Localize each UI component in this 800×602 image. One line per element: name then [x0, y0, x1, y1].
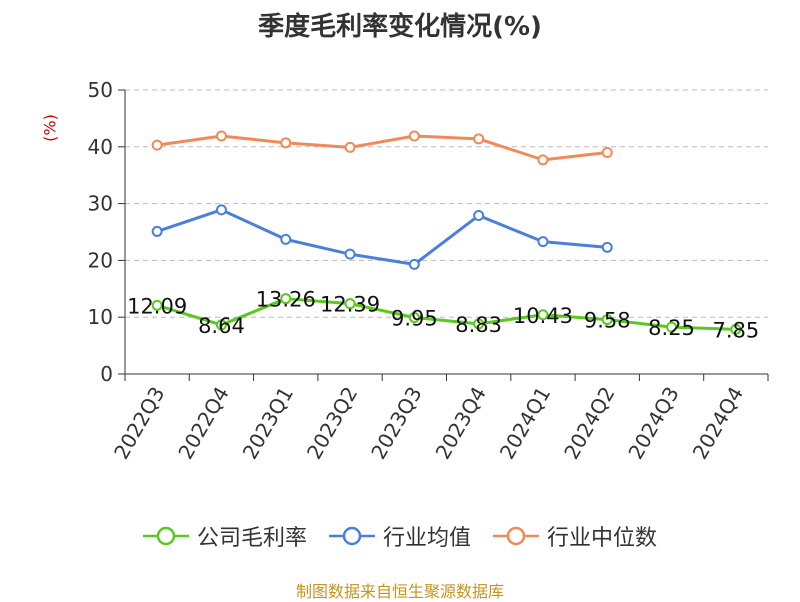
data-point	[280, 233, 292, 245]
data-point	[537, 236, 549, 248]
x-tick-label: 2022Q4	[173, 383, 233, 464]
data-point	[473, 318, 485, 330]
data-point	[537, 154, 549, 166]
data-label: 13.26	[256, 288, 316, 312]
data-point	[601, 241, 613, 253]
legend-item: 行业中位数	[493, 520, 657, 552]
data-label: 9.58	[584, 309, 631, 333]
data-point	[280, 293, 292, 305]
data-point	[215, 319, 227, 331]
data-point	[151, 299, 163, 311]
data-point	[473, 133, 485, 145]
data-point	[151, 139, 163, 151]
data-label: 12.09	[127, 294, 187, 318]
series-line	[156, 134, 608, 162]
data-point	[344, 141, 356, 153]
data-label: 12.39	[320, 293, 380, 317]
legend: 公司毛利率 行业均值 行业中位数	[0, 520, 800, 552]
data-point	[408, 130, 420, 142]
x-tick-label: 2023Q3	[366, 383, 426, 464]
data-point	[601, 146, 613, 158]
legend-item: 行业均值	[328, 520, 471, 552]
data-point	[537, 309, 549, 321]
legend-label: 行业中位数	[547, 526, 658, 551]
data-point	[666, 321, 678, 333]
y-tick-label: 40	[88, 135, 113, 159]
data-point	[151, 225, 163, 237]
data-label: 9.95	[391, 306, 438, 330]
x-tick-label: 2023Q2	[302, 383, 362, 464]
legend-item: 公司毛利率	[142, 520, 307, 552]
data-point	[601, 314, 613, 326]
y-tick-label: 30	[88, 192, 113, 216]
data-label: 10.43	[513, 304, 573, 328]
series-line	[156, 297, 736, 331]
y-tick-label: 0	[100, 362, 113, 386]
y-tick-label: 50	[88, 78, 113, 102]
x-tick-label: 2024Q3	[623, 383, 683, 464]
y-tick-label: 20	[88, 248, 113, 272]
data-point	[408, 311, 420, 323]
data-label: 7.85	[712, 318, 759, 342]
data-label: 8.83	[455, 313, 502, 337]
x-tick-label: 2024Q1	[495, 383, 555, 464]
legend-swatch	[142, 526, 189, 546]
legend-swatch	[493, 526, 539, 546]
data-label: 8.25	[648, 316, 695, 340]
legend-label: 行业均值	[382, 526, 471, 551]
legend-swatch	[328, 526, 375, 546]
legend-label: 公司毛利率	[196, 526, 307, 551]
y-tick-label: 10	[88, 305, 113, 329]
data-point	[344, 298, 356, 310]
x-tick-label: 2023Q4	[431, 383, 491, 464]
x-tick-label: 2023Q1	[238, 383, 298, 464]
data-point	[215, 130, 227, 142]
x-tick-label: 2022Q3	[109, 383, 169, 464]
data-point	[215, 204, 227, 216]
chart-title: 季度毛利率变化情况(%)	[258, 12, 542, 42]
x-tick-label: 2024Q2	[559, 383, 619, 464]
data-point	[344, 248, 356, 260]
data-point	[408, 258, 420, 270]
data-label: 8.64	[198, 314, 245, 338]
series-line	[156, 208, 608, 266]
data-point	[473, 210, 485, 222]
data-point	[280, 137, 292, 149]
x-tick-label: 2024Q4	[688, 383, 748, 464]
data-point	[730, 323, 742, 335]
source-note: 制图数据来自恒生聚源数据库	[295, 582, 504, 601]
